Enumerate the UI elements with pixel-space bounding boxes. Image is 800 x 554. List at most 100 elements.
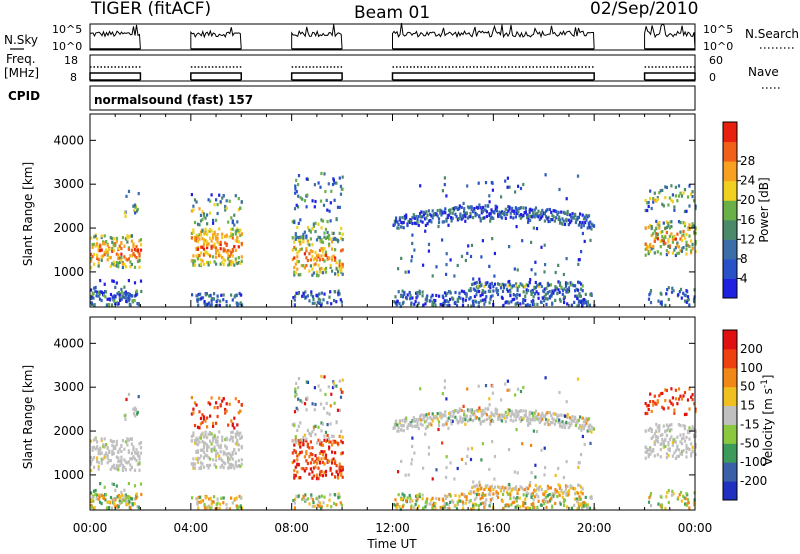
power-cell	[535, 290, 538, 294]
power-cell	[135, 289, 138, 293]
velocity-cell	[397, 470, 400, 474]
power-cell	[667, 221, 670, 226]
velocity-cell	[436, 412, 439, 416]
power-cell	[541, 214, 544, 218]
velocity-cell	[297, 439, 300, 443]
power-cell	[442, 220, 446, 224]
power-cell	[513, 284, 516, 288]
power-cell	[240, 232, 243, 236]
velocity-cell	[317, 425, 320, 429]
velocity-cell	[401, 497, 404, 501]
velocity-cell	[341, 465, 344, 469]
power-cell	[528, 210, 531, 214]
velocity-cell	[415, 424, 418, 429]
velocity-cell	[554, 501, 557, 505]
velocity-cell	[216, 501, 219, 505]
velocity-cell	[295, 494, 298, 498]
velocity-cell	[429, 415, 432, 420]
power-cell	[474, 288, 477, 292]
velocity-cell	[574, 487, 577, 491]
velocity-cell	[195, 450, 198, 454]
power-cell	[519, 302, 522, 306]
power-cell	[516, 286, 519, 290]
power-cell	[543, 290, 546, 294]
velocity-cell	[443, 505, 446, 509]
power-cell	[490, 208, 493, 212]
velocity-cell	[508, 388, 511, 392]
power-cell	[449, 291, 452, 295]
velocity-cell	[333, 384, 336, 388]
velocity-cell	[120, 500, 123, 504]
power-cell	[653, 251, 656, 255]
velocity-cell	[415, 417, 418, 422]
velocity-cell	[674, 449, 677, 453]
velocity-cell	[522, 416, 525, 421]
beam-label: Beam 01	[354, 3, 430, 23]
velocity-cell	[412, 419, 415, 423]
power-cell	[313, 301, 316, 305]
velocity-cell	[329, 404, 332, 408]
velocity-cell	[547, 422, 550, 427]
velocity-cell	[477, 507, 480, 511]
velocity-cell	[586, 418, 589, 422]
velocity-cell	[514, 497, 517, 501]
velocity-cell	[318, 470, 322, 474]
velocity-cell	[497, 415, 500, 420]
power-cell	[456, 297, 459, 301]
velocity-cell	[543, 473, 546, 477]
velocity-cell	[216, 443, 219, 447]
velocity-cell	[490, 418, 493, 422]
power-cell	[683, 188, 687, 192]
power-cell	[207, 263, 210, 267]
power-cell	[646, 247, 649, 251]
velocity-cell	[574, 423, 577, 428]
power-cell	[586, 302, 589, 306]
velocity-cell	[664, 399, 667, 403]
velocity-cell	[558, 493, 561, 497]
power-cell	[408, 218, 412, 222]
velocity-cell	[441, 423, 444, 427]
power-cell	[135, 245, 138, 249]
power-cell	[123, 296, 126, 300]
power-cell	[424, 217, 427, 221]
velocity-cell	[320, 494, 323, 498]
velocity-cell	[455, 418, 458, 422]
velocity-cell	[435, 496, 438, 501]
power-cell	[579, 294, 582, 298]
power-cell	[512, 216, 515, 220]
power-cell	[526, 213, 529, 217]
velocity-cell	[443, 386, 446, 390]
power-colorbar-label: Power [dB]	[757, 177, 771, 242]
power-cell	[440, 213, 443, 217]
velocity-cell	[536, 417, 539, 421]
power-cell	[529, 214, 533, 218]
velocity-cell	[492, 492, 495, 496]
velocity-cell	[691, 425, 694, 429]
cpid-label: CPID	[8, 89, 40, 103]
power-cell	[668, 226, 671, 230]
power-cell	[195, 254, 198, 258]
power-cell	[508, 245, 511, 249]
power-cell	[107, 303, 111, 307]
velocity-cell	[315, 496, 318, 500]
velocity-cell	[201, 420, 204, 425]
velocity-cell	[539, 485, 542, 489]
power-cell	[496, 289, 500, 293]
velocity-cell	[130, 457, 133, 461]
velocity-cell	[479, 497, 482, 501]
power-cell	[190, 193, 193, 197]
power-cell	[140, 289, 143, 294]
velocity-cell	[667, 441, 670, 445]
power-cell	[237, 240, 240, 244]
power-cell	[587, 221, 590, 225]
velocity-cell	[297, 377, 301, 381]
velocity-cell	[646, 404, 649, 408]
power-cell	[671, 240, 674, 244]
velocity-cell	[577, 461, 580, 465]
power-cell	[230, 293, 233, 297]
velocity-cell	[210, 442, 213, 446]
power-cell	[484, 299, 487, 304]
velocity-cell	[220, 496, 223, 500]
power-cell	[333, 198, 336, 202]
